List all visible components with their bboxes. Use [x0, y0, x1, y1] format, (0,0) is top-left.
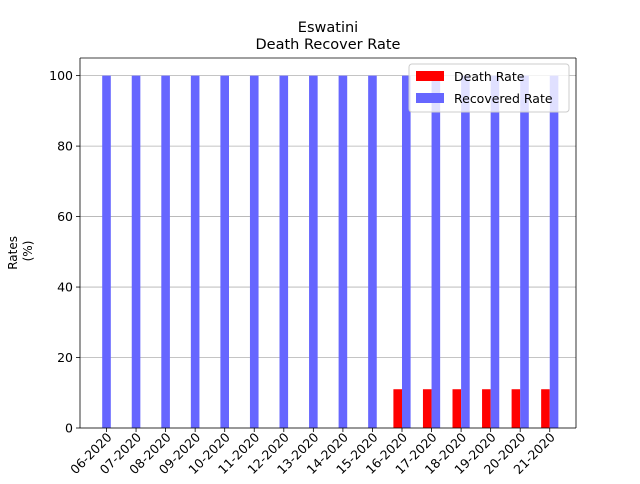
y-tick-label: 40	[57, 280, 73, 295]
axes	[79, 57, 577, 429]
bar-death-rate	[482, 389, 491, 428]
bar-recovered-rate	[102, 75, 111, 428]
bar-death-rate	[452, 389, 462, 428]
legend-label: Recovered Rate	[454, 91, 553, 106]
bar-recovered-rate	[368, 75, 377, 428]
bar-recovered-rate	[279, 75, 289, 428]
legend-swatch	[416, 93, 444, 103]
bar-recovered-rate	[309, 75, 318, 428]
bar-recovered-rate	[402, 75, 411, 428]
bar-recovered-rate	[131, 75, 141, 428]
chart-subtitle: Death Recover Rate	[256, 37, 401, 53]
y-axis-label-line-2: (%)	[21, 241, 35, 262]
bar-recovered-rate	[520, 75, 529, 428]
bar-recovered-rate	[190, 75, 200, 428]
bar-recovered-rate	[549, 75, 559, 428]
y-axis-ticks: 0 20 40 60 80 100	[49, 68, 80, 436]
y-axis-label: Rates (%)	[6, 232, 35, 270]
bar-death-rate	[422, 389, 432, 428]
bar-recovered-rate	[461, 75, 470, 428]
legend-label: Death Rate	[454, 69, 525, 84]
bar-recovered-rate	[431, 75, 441, 428]
y-tick-label: 80	[57, 139, 73, 154]
bar-recovered-rate	[490, 75, 500, 428]
bar-recovered-rate	[338, 75, 348, 428]
bar-recovered-rate	[220, 75, 229, 428]
bar-death-rate	[541, 389, 550, 428]
y-tick-label: 20	[57, 350, 73, 365]
y-axis-label-line-1: Rates	[6, 236, 20, 270]
legend-swatch	[416, 71, 444, 81]
bar-death-rate	[511, 389, 521, 428]
bar-death-rate	[393, 389, 402, 428]
legend-box	[408, 63, 570, 113]
bar-recovered-rate	[161, 75, 170, 428]
y-tick-label: 60	[57, 209, 73, 224]
legend: Death Rate Recovered Rate	[408, 63, 570, 113]
chart-title: Eswatini	[298, 20, 358, 36]
y-tick-label: 100	[49, 68, 73, 83]
bars	[102, 75, 559, 428]
bar-recovered-rate	[249, 75, 259, 428]
y-tick-label: 0	[65, 421, 73, 436]
